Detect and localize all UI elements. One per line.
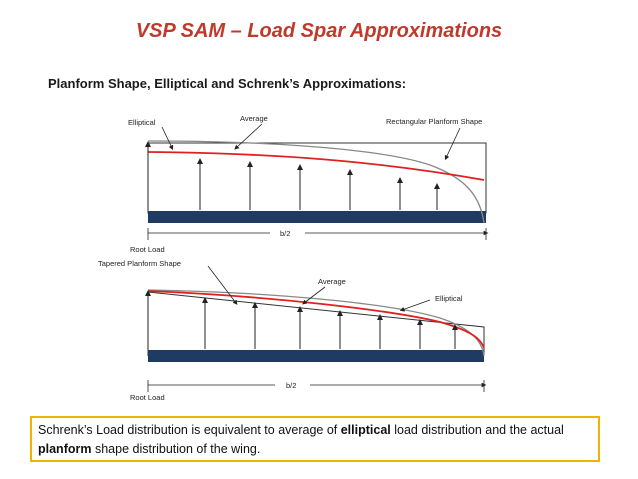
bottom-elliptical-label: Elliptical	[435, 294, 463, 303]
schrenk-note: Schrenk’s Load distribution is equivalen…	[30, 416, 600, 462]
bottom-average-label: Average	[318, 277, 346, 286]
top-root-load-label: Root Load	[130, 245, 165, 254]
top-elliptical-curve	[147, 140, 485, 224]
bottom-tapered-label: Tapered Planform Shape	[98, 259, 181, 268]
note-bold-planform: planform	[38, 442, 92, 456]
note-bold-elliptical: elliptical	[340, 423, 391, 437]
note-text-3: shape distribution of the wing.	[91, 442, 261, 456]
bottom-half-span-label: b/2	[286, 381, 296, 390]
top-diagram: Elliptical Average Rectangular Planform …	[128, 114, 489, 254]
top-half-span-label: b/2	[280, 229, 290, 238]
note-text-2: load distribution and the actual	[390, 423, 564, 437]
top-elliptical-label: Elliptical	[128, 118, 156, 127]
slide-title: VSP SAM – Load Spar Approximations	[135, 20, 503, 42]
bottom-spar	[148, 350, 484, 362]
slide-subtitle: Planform Shape, Elliptical and Schrenk’s…	[48, 76, 407, 91]
top-average-line	[147, 151, 485, 181]
bottom-average-line	[147, 290, 485, 349]
note-text-1: Schrenk’s Load distribution is equivalen…	[38, 423, 341, 437]
top-spar	[148, 211, 486, 223]
top-rectangular-label: Rectangular Planform Shape	[386, 117, 482, 126]
bottom-tapered-planform-outline	[147, 291, 485, 356]
bottom-diagram: Tapered Planform Shape Average Elliptica…	[98, 259, 487, 402]
bottom-load-arrows	[145, 290, 458, 349]
top-load-arrows	[145, 141, 440, 210]
bottom-root-load-label: Root Load	[130, 393, 165, 402]
bottom-elliptical-curve	[147, 289, 485, 357]
top-average-label: Average	[240, 114, 268, 123]
